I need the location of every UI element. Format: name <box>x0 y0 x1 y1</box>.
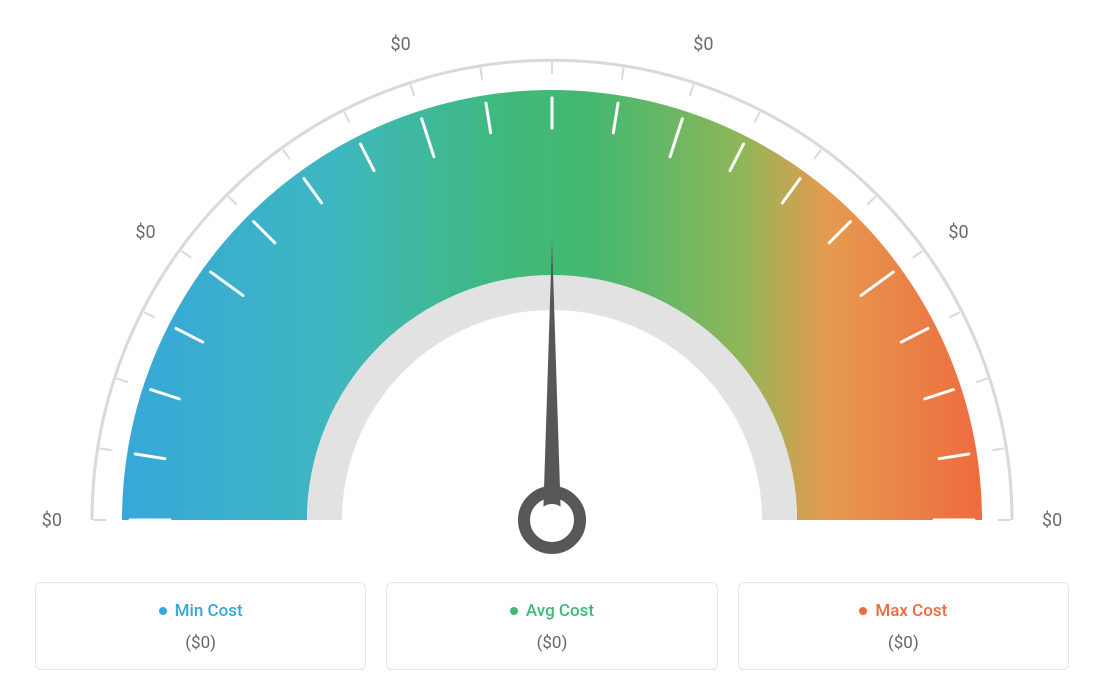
legend-card-avg: Avg Cost ($0) <box>386 582 717 670</box>
legend-value-max: ($0) <box>749 633 1058 653</box>
gauge-tick-label: $0 <box>42 510 62 531</box>
legend-label-line: Min Cost <box>46 601 355 621</box>
legend-dot-min <box>159 607 167 615</box>
gauge-tick-label: $0 <box>135 222 155 243</box>
legend-dot-max <box>859 607 867 615</box>
legend-value-avg: ($0) <box>397 633 706 653</box>
legend-value-min: ($0) <box>46 633 355 653</box>
gauge-tick-label: $0 <box>693 34 713 55</box>
legend-card-min: Min Cost ($0) <box>35 582 366 670</box>
legend-label-max: Max Cost <box>875 601 947 621</box>
legend-row: Min Cost ($0) Avg Cost ($0) Max Cost ($0… <box>35 582 1069 670</box>
gauge-svg: $0 $0 $0 $0 $0 $0 <box>0 0 1104 560</box>
gauge-tick-label: $0 <box>1042 510 1062 531</box>
legend-label-line: Avg Cost <box>397 601 706 621</box>
legend-label-min: Min Cost <box>175 601 243 621</box>
legend-card-max: Max Cost ($0) <box>738 582 1069 670</box>
gauge-tick-label: $0 <box>948 222 968 243</box>
gauge-tick-label: $0 <box>390 34 410 55</box>
legend-dot-avg <box>510 607 518 615</box>
legend-label-avg: Avg Cost <box>526 601 594 621</box>
gauge-chart-container: $0 $0 $0 $0 $0 $0 Min Cost ($0) Avg Cost ($0)… <box>0 0 1104 690</box>
legend-label-line: Max Cost <box>749 601 1058 621</box>
gauge-area: $0 $0 $0 $0 $0 $0 <box>0 0 1104 560</box>
